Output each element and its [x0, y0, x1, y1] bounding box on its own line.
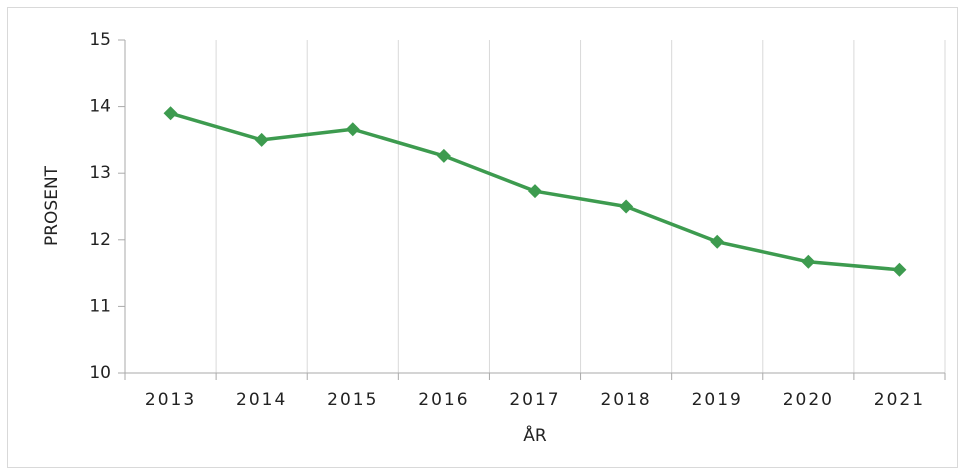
marker: [528, 184, 542, 199]
x-tick-label: 2021: [874, 390, 925, 410]
x-tick-label: 2019: [692, 390, 743, 410]
marker: [254, 132, 269, 147]
marker: [619, 199, 634, 214]
chart-frame: [7, 7, 958, 468]
y-axis-label: PROSENT: [42, 165, 62, 246]
y-tick-label: 10: [89, 363, 111, 383]
marker: [345, 122, 360, 137]
x-tick-label: 2013: [145, 390, 196, 410]
y-tick-label: 15: [89, 30, 111, 50]
y-tick-label: 11: [89, 296, 111, 316]
x-tick-label: 2014: [236, 390, 287, 410]
y-tick-label: 14: [89, 97, 111, 117]
x-tick-label: 2015: [327, 390, 378, 410]
x-tick-label: 2018: [600, 390, 651, 410]
y-tick-label: 12: [89, 230, 111, 250]
x-axis-label: ÅR: [523, 424, 547, 446]
marker: [163, 106, 178, 121]
y-tick-label: 13: [89, 163, 111, 183]
x-tick-label: 2020: [783, 390, 834, 410]
marker: [710, 234, 725, 249]
marker: [436, 148, 451, 163]
x-tick-label: 2017: [509, 390, 560, 410]
marker: [801, 254, 816, 269]
x-tick-label: 2016: [418, 390, 469, 410]
marker: [892, 262, 907, 277]
